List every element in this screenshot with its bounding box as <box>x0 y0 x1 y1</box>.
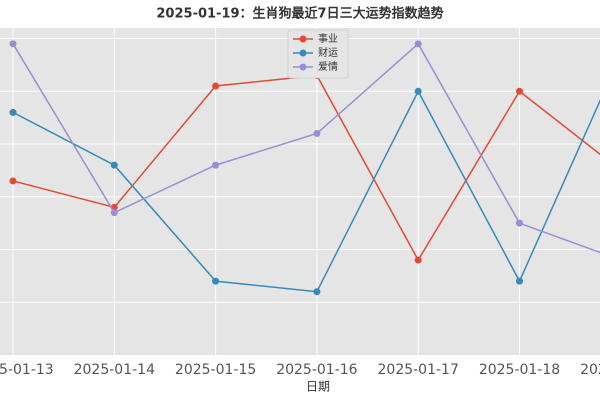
data-point <box>110 161 118 169</box>
data-point <box>9 177 17 185</box>
x-tick-label: 2025-01-14 <box>74 362 155 378</box>
data-point <box>414 40 422 48</box>
data-point <box>516 219 523 227</box>
x-tick-label: 2025-01-15 <box>175 362 256 378</box>
x-tick-label: 2025-01-17 <box>378 362 459 378</box>
data-point <box>313 129 321 137</box>
data-point <box>516 277 523 285</box>
data-point <box>212 161 220 169</box>
data-point <box>516 87 523 95</box>
legend-label: 爱情 <box>318 60 338 73</box>
chart-title: 2025-01-19：生肖狗最近7日三大运势指数趋势 <box>156 6 443 22</box>
data-point <box>110 209 118 217</box>
data-point <box>9 108 17 116</box>
data-point <box>414 256 422 264</box>
legend-marker <box>299 49 307 57</box>
data-point <box>313 288 321 296</box>
x-axis-label: 日期 <box>306 380 330 394</box>
data-point <box>212 82 220 90</box>
x-tick-label: 2025-01-16 <box>276 362 357 378</box>
x-tick-label: 2025-01-18 <box>479 362 560 378</box>
legend-marker <box>299 35 307 43</box>
x-tick-label: 2025-01-19 <box>580 362 600 378</box>
plot-area <box>0 28 600 355</box>
x-tick-label: 2025-01-13 <box>0 362 54 378</box>
legend-marker <box>299 63 307 71</box>
data-point <box>9 40 17 48</box>
data-point <box>212 277 220 285</box>
data-point <box>414 87 422 95</box>
legend-label: 财运 <box>318 46 338 59</box>
legend-label: 事业 <box>318 32 338 45</box>
